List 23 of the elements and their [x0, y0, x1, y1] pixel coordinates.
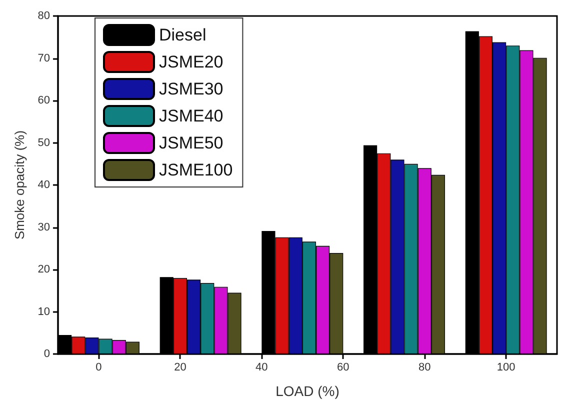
- y-tick-label: 40: [38, 179, 50, 191]
- y-tick-label: 60: [38, 94, 50, 106]
- legend-label: JSME100: [159, 160, 233, 180]
- x-tick-label: 20: [174, 362, 186, 374]
- legend-label: JSME30: [159, 80, 224, 98]
- y-tick-label: 70: [38, 52, 50, 64]
- y-tick-label: 50: [38, 136, 50, 149]
- x-tick-label: 100: [496, 362, 516, 374]
- y-axis-title: Smoke opacity (%): [12, 130, 27, 240]
- x-tick-label: 80: [418, 362, 431, 374]
- legend-label: JSME40: [159, 106, 224, 126]
- x-axis-title: LOAD (%): [276, 383, 340, 399]
- y-tick-label: 80: [38, 10, 50, 22]
- y-tick-label: 20: [38, 264, 50, 276]
- legend-label: JSME20: [159, 52, 224, 72]
- x-tick-label: 0: [96, 362, 102, 374]
- legend-label: JSME50: [159, 134, 224, 152]
- y-tick-label: 30: [38, 221, 50, 234]
- x-tick-label: 60: [337, 362, 350, 374]
- legend-label: Diesel: [159, 26, 206, 44]
- x-tick-label: 40: [256, 362, 268, 374]
- y-tick-label: 10: [38, 306, 50, 318]
- y-tick-label: 0: [44, 348, 50, 360]
